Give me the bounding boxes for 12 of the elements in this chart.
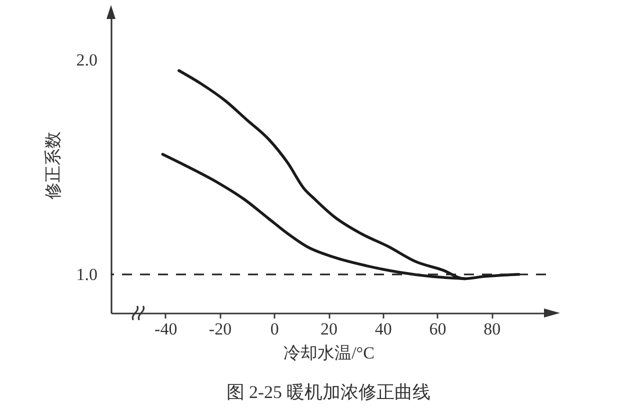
x-tick-label: 60 — [429, 320, 446, 338]
caption: 图 2-25 暖机加浓修正曲线 — [226, 382, 430, 402]
x-tick-label: 20 — [320, 320, 338, 338]
x-tick-label: -40 — [154, 320, 178, 338]
x-tick-label: 0 — [270, 320, 279, 338]
x-axis-title: 冷却水温/°C — [284, 344, 374, 362]
x-tick-label: 40 — [374, 320, 392, 338]
x-tick-label: -20 — [208, 320, 232, 338]
y-axis-title: 修正系数 — [43, 132, 62, 200]
x-tick-label: 80 — [484, 320, 501, 338]
y-tick-label: 1.0 — [76, 264, 98, 284]
y-tick-label: 2.0 — [76, 50, 98, 70]
